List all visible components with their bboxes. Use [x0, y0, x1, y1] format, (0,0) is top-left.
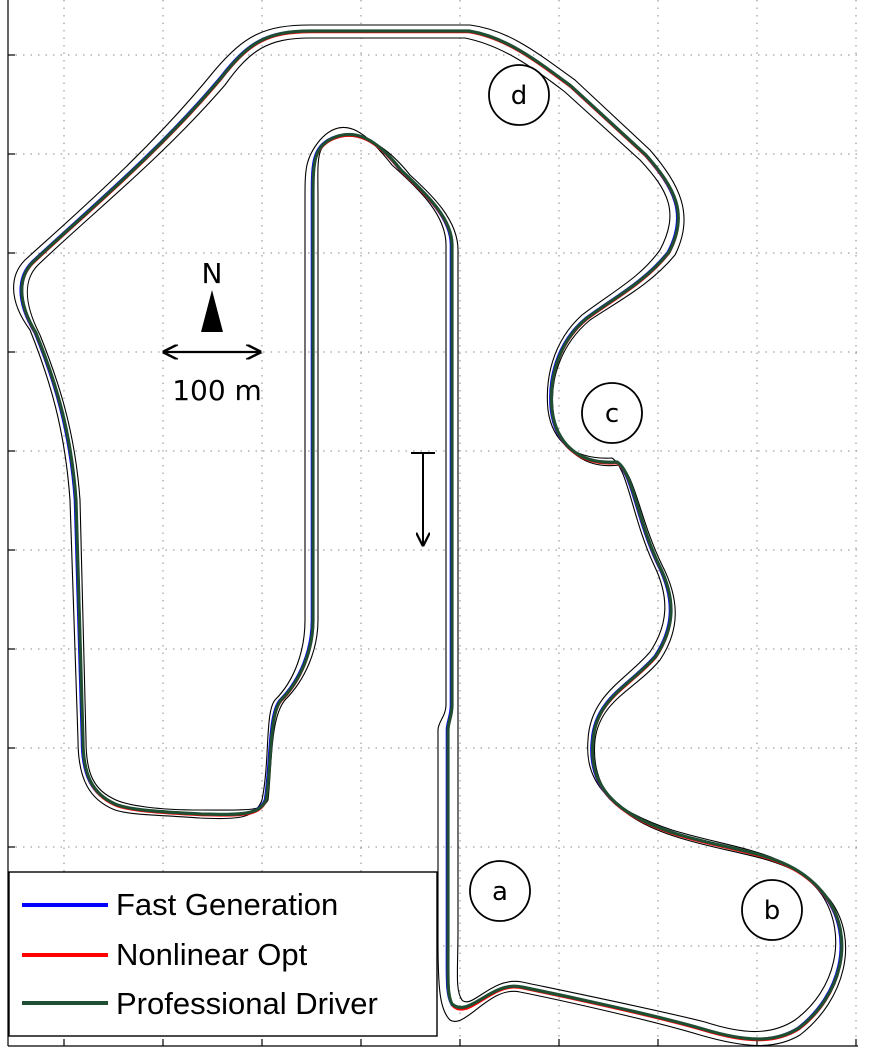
professional-driver-trace	[20, 29, 844, 1041]
svg-text:d: d	[511, 81, 528, 111]
scale-label: 100 m	[172, 374, 262, 407]
corner-label-d: d	[488, 64, 550, 126]
corner-label-c: c	[581, 382, 643, 444]
corner-label-b: b	[741, 879, 803, 941]
north-arrow: N	[201, 257, 223, 332]
svg-text:c: c	[605, 399, 619, 429]
legend-label-fast-generation: Fast Generation	[116, 887, 338, 922]
svg-text:a: a	[492, 877, 508, 907]
legend-label-nonlinear-opt: Nonlinear Opt	[116, 937, 308, 972]
legend: Fast Generation Nonlinear Opt Profession…	[8, 871, 438, 1037]
legend-box	[8, 871, 438, 1037]
legend-label-professional-driver: Professional Driver	[116, 986, 378, 1021]
direction-arrow	[411, 452, 435, 545]
north-arrow-icon	[201, 290, 223, 332]
svg-text:b: b	[764, 896, 781, 926]
north-label: N	[202, 257, 223, 290]
corner-label-a: a	[469, 860, 531, 922]
scale-bar: 100 m	[164, 352, 262, 407]
